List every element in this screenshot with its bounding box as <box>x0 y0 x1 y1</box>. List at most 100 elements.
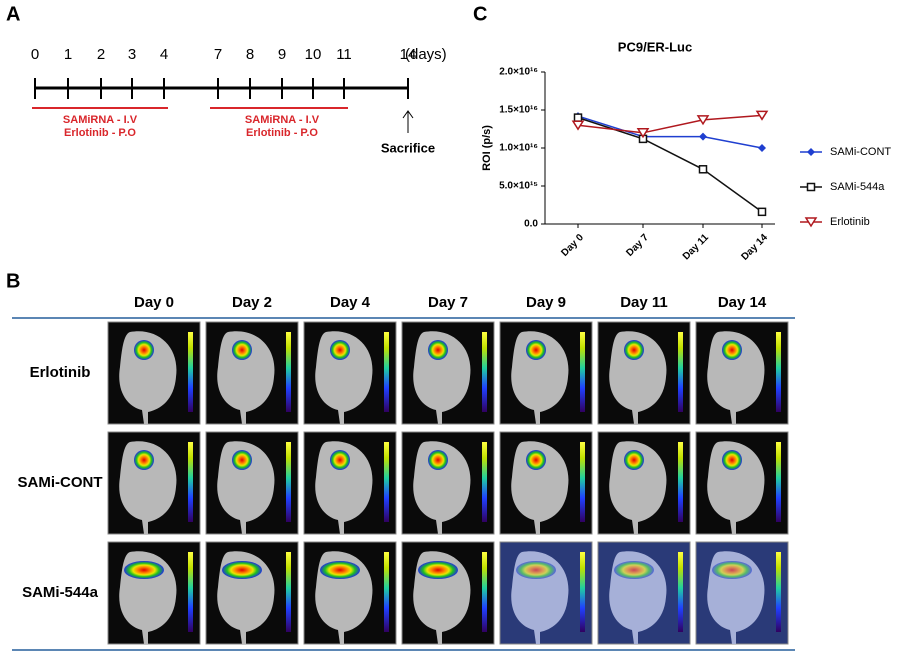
day-label: 1 <box>64 46 72 63</box>
color-bar <box>482 332 487 412</box>
legend-label: SAMi-544a <box>830 181 885 193</box>
y-axis-label: ROI (p/s) <box>481 125 493 171</box>
signal <box>526 340 546 360</box>
data-point <box>571 120 585 131</box>
signal <box>232 340 252 360</box>
color-bar <box>188 442 193 522</box>
legend-marker <box>807 148 815 156</box>
signal <box>428 450 448 470</box>
column-header: Day 7 <box>428 294 468 311</box>
color-bar <box>776 552 781 632</box>
y-tick-label: 1.5×10¹⁶ <box>499 105 538 116</box>
color-bar <box>580 442 585 522</box>
signal <box>712 561 752 579</box>
x-tick-label: Day 14 <box>739 232 770 263</box>
x-tick-label: Day 7 <box>624 232 651 259</box>
mouse <box>217 331 275 424</box>
panel-label: B <box>6 270 20 292</box>
signal <box>134 340 154 360</box>
mouse <box>511 441 569 534</box>
data-point <box>758 144 766 152</box>
signal <box>320 561 360 579</box>
treatment-text: SAMiRNA - I.V <box>245 114 320 126</box>
legend-marker <box>806 182 816 192</box>
column-header: Day 14 <box>718 294 767 311</box>
color-bar <box>580 332 585 412</box>
y-tick-label: 0.0 <box>524 219 538 230</box>
row-header: SAMi-544a <box>22 584 99 601</box>
legend-label: Erlotinib <box>830 216 870 228</box>
column-header: Day 0 <box>134 294 174 311</box>
signal <box>232 450 252 470</box>
x-tick-label: Day 11 <box>681 232 711 262</box>
day-label: 9 <box>278 46 286 63</box>
day-label: 7 <box>214 46 222 63</box>
signal <box>722 340 742 360</box>
color-bar <box>188 332 193 412</box>
color-bar <box>678 552 683 632</box>
signal <box>526 450 546 470</box>
y-tick-label: 5.0×10¹⁵ <box>499 181 538 192</box>
day-label: 11 <box>336 46 352 63</box>
day-label: 2 <box>97 46 105 63</box>
mouse <box>609 331 667 424</box>
data-point <box>636 128 650 139</box>
day-label: 8 <box>246 46 254 63</box>
column-header: Day 2 <box>232 294 272 311</box>
mouse <box>609 441 667 534</box>
mouse <box>511 331 569 424</box>
data-point <box>573 113 583 122</box>
data-point <box>757 207 767 217</box>
series-line <box>577 115 763 149</box>
mouse <box>413 441 471 534</box>
color-bar <box>286 552 291 632</box>
data-point <box>696 115 710 126</box>
data-point <box>699 132 707 141</box>
mouse <box>707 441 765 534</box>
mouse <box>315 331 373 424</box>
color-bar <box>580 552 585 632</box>
column-header: Day 9 <box>526 294 566 311</box>
column-header: Day 4 <box>330 294 371 311</box>
day-label: 4 <box>160 46 168 63</box>
color-bar <box>384 442 389 522</box>
day-label: 3 <box>128 46 136 63</box>
color-bar <box>678 442 683 522</box>
treatment-text: SAMiRNA - I.V <box>63 114 138 126</box>
legend-marker <box>804 217 818 228</box>
x-tick-label: Day 0 <box>559 232 586 259</box>
signal <box>330 340 350 360</box>
color-bar <box>384 332 389 412</box>
data-point <box>698 165 708 174</box>
signal <box>516 561 556 579</box>
panel-label: C <box>473 3 487 25</box>
signal <box>330 450 350 470</box>
chart-title: PC9/ER-Luc <box>618 39 692 54</box>
color-bar <box>188 552 193 632</box>
series-line <box>577 114 763 134</box>
panel-label: A <box>6 3 20 25</box>
color-bar <box>482 442 487 522</box>
signal <box>124 561 164 579</box>
signal <box>428 340 448 360</box>
treatment-text: Erlotinib - P.O <box>246 127 318 139</box>
arrow-head <box>402 110 414 119</box>
color-bar <box>286 332 291 412</box>
color-bar <box>384 552 389 632</box>
signal <box>222 561 262 579</box>
signal <box>134 450 154 470</box>
signal <box>624 340 644 360</box>
mouse <box>707 331 765 424</box>
color-bar <box>776 442 781 522</box>
endpoint: Sacrifice <box>381 140 435 155</box>
day-label: 10 <box>305 46 322 63</box>
legend-label: SAMi-CONT <box>830 146 891 158</box>
color-bar <box>482 552 487 632</box>
y-tick-label: 2.0×10¹⁶ <box>499 67 538 78</box>
day-label: 0 <box>31 46 39 63</box>
color-bar <box>776 332 781 412</box>
signal <box>624 450 644 470</box>
row-header: SAMi-CONT <box>18 474 103 491</box>
mouse <box>315 441 373 534</box>
